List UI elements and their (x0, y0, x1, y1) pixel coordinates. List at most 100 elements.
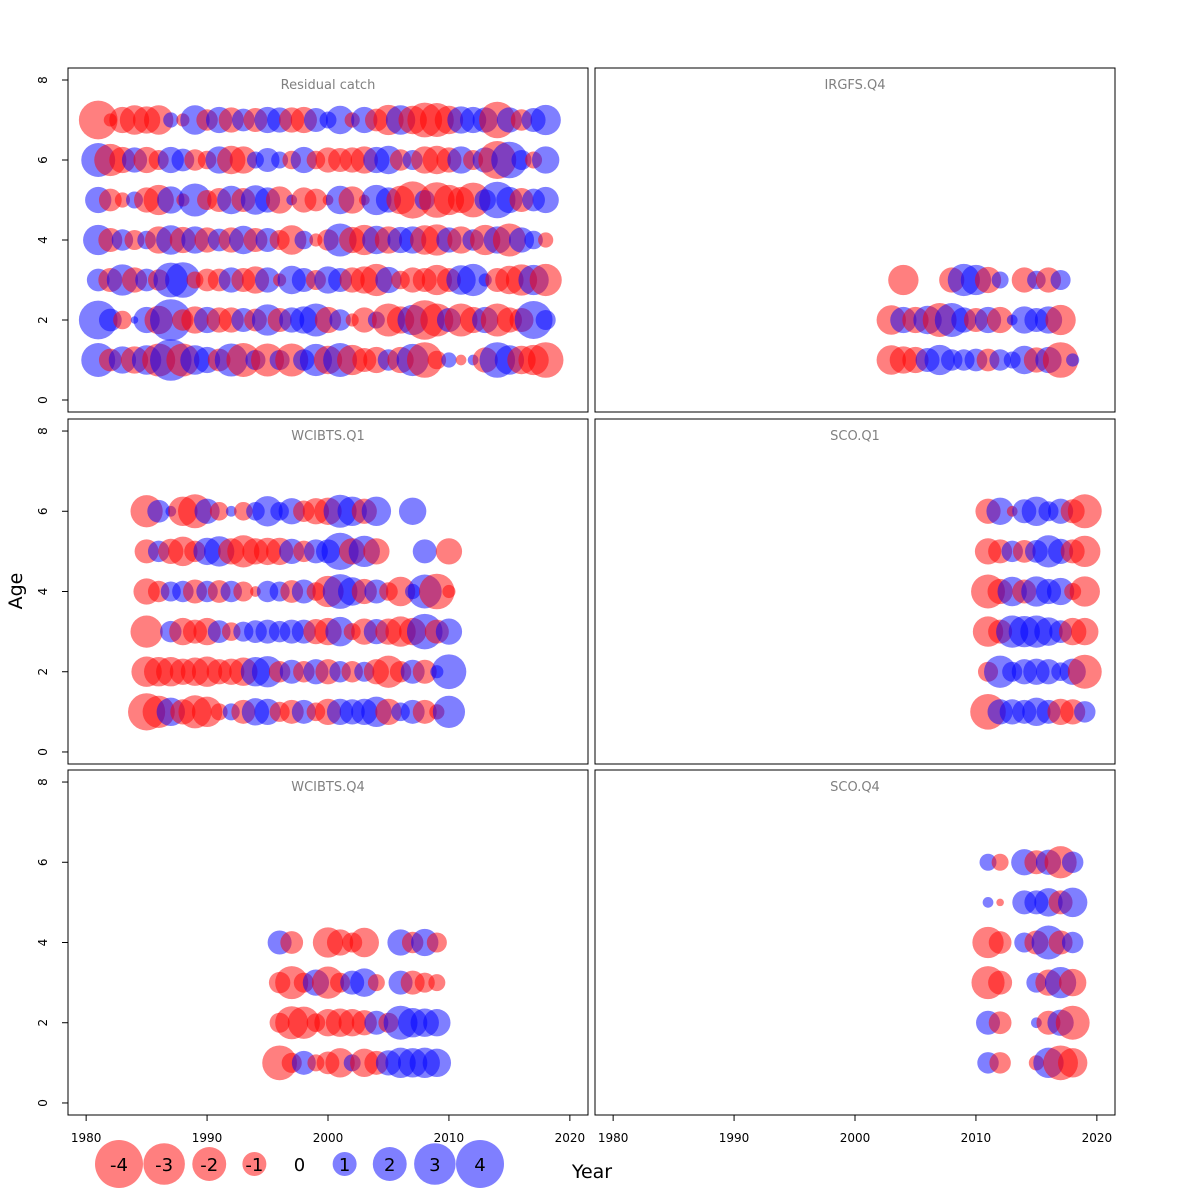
panel-wcibts-q1: WCIBTS.Q1 (67, 418, 589, 765)
legend-bubble (192, 1147, 227, 1181)
bubble-2017-age-2 (1045, 304, 1076, 336)
panel-title: WCIBTS.Q4 (291, 780, 365, 795)
y-tick-label: 0 (36, 748, 50, 756)
bubbles (876, 263, 1080, 378)
bubble-2018-age-5 (532, 186, 559, 214)
legend-item: 0 (294, 1155, 305, 1176)
y-axis: 0 2 4 6 8 (36, 76, 69, 404)
bubble-2012-age-2 (986, 306, 1014, 334)
legend-item: 2 (372, 1147, 407, 1181)
bubble-2010-age-1 (432, 695, 466, 728)
panel-sco-q1: SCO.Q1 (594, 418, 1116, 765)
bubble-2012-age-6 (986, 497, 1014, 525)
bubble-2018-age-3 (1058, 968, 1087, 997)
bubble-1999-age-5 (304, 188, 328, 212)
bubbles (971, 846, 1090, 1081)
bubble-1996-age-5 (265, 186, 294, 214)
bubble-2010-age-1 (441, 352, 457, 368)
legend-item: -4 (95, 1140, 143, 1188)
legend-bubble (372, 1147, 407, 1181)
x-axis: 1980 1990 2000 2010 2020 (598, 1114, 1113, 1145)
legend-bubble (414, 1143, 456, 1185)
bubble-2004-age-3 (367, 974, 385, 992)
y-tick-label: 4 (36, 588, 50, 596)
bubble-2011-age-5 (982, 897, 994, 908)
y-tick-label: 6 (36, 507, 50, 515)
bubbles (78, 100, 564, 381)
bubble-2012-age-6 (991, 853, 1009, 871)
bubble-2019-age-5 (1069, 535, 1101, 568)
y-tick-label: 0 (36, 1099, 50, 1107)
bubble-1983-age-5 (114, 192, 131, 208)
panel-wcibts-q4: WCIBTS.Q4 (67, 769, 589, 1116)
y-tick-label: 0 (36, 396, 50, 404)
panel-title: Residual catch (281, 78, 376, 93)
bubble-2001-age-3 (325, 616, 355, 647)
bubble-2009-age-3 (428, 974, 446, 992)
bubble-2006-age-4 (385, 576, 416, 607)
x-tick-label: 1980 (71, 1131, 102, 1145)
bubble-2001-age-1 (325, 1048, 355, 1078)
bubble-1991-age-1 (210, 703, 228, 721)
bubble-2009-age-4 (419, 573, 455, 610)
bubble-1987-age-7 (163, 112, 179, 128)
y-tick-label: 2 (36, 668, 50, 676)
bubble-2012-age-1 (989, 1052, 1011, 1074)
bubble-1988-age-3 (165, 262, 201, 298)
bubble-2018-age-6 (1061, 851, 1084, 873)
panel-title: WCIBTS.Q1 (291, 429, 365, 444)
bubble-2018-age-1 (1057, 1048, 1088, 1078)
bubble-2004-age-3 (888, 264, 919, 296)
x-tick-label: 2000 (840, 1131, 871, 1145)
x-tick-label: 1990 (719, 1131, 750, 1145)
y-tick-label: 4 (36, 236, 50, 244)
bubble-1986-age-7 (143, 105, 174, 135)
y-tick-label: 8 (36, 778, 50, 786)
bubble-2007-age-6 (398, 497, 427, 525)
legend-item: 3 (414, 1143, 456, 1185)
bubble-1985-age-3 (130, 615, 163, 648)
bubble-2019-age-1 (1074, 701, 1096, 723)
x-tick-label: 2020 (1082, 1131, 1113, 1145)
bubble-2010-age-2 (431, 654, 467, 690)
y-tick-label: 2 (36, 316, 50, 324)
legend-item: 4 (456, 1140, 504, 1188)
bubble-2004-age-6 (361, 496, 392, 526)
bubble-1999-age-7 (303, 108, 328, 132)
panel-title: IRGFS.Q4 (824, 78, 885, 93)
x-tick-label: 2010 (434, 1131, 465, 1145)
bubble-1982-age-5 (98, 188, 122, 212)
panel-frame (594, 67, 1116, 413)
bubble-1991-age-6 (209, 501, 229, 521)
bubble-2012-age-3 (991, 271, 1009, 289)
bubble-1998-age-4 (294, 230, 314, 250)
bubble-2017-age-4 (524, 230, 543, 250)
x-tick-label: 1980 (598, 1131, 629, 1145)
bubble-2017-age-3 (1050, 269, 1071, 291)
bubble-2012-age-3 (988, 970, 1013, 995)
bubble-1983-age-2 (113, 310, 132, 330)
legend-item: -3 (143, 1143, 185, 1185)
legend-bubble (332, 1152, 357, 1176)
bubble-2018-age-2 (535, 309, 556, 331)
bubble-1995-age-6 (255, 148, 280, 172)
bubble-2018-age-4 (538, 232, 554, 248)
bubble-2003-age-4 (349, 927, 379, 958)
y-tick-label: 8 (36, 427, 50, 435)
bubble-2012-age-4 (988, 931, 1012, 954)
bubble-1995-age-3 (254, 267, 281, 293)
bubble-2018-age-7 (530, 104, 561, 136)
bubble-2019-age-2 (1067, 654, 1102, 689)
bubble-2011-age-6 (979, 853, 997, 871)
legend-label: -2 (200, 1155, 218, 1176)
y-tick-label: 6 (36, 858, 50, 866)
bubble-2011-age-3 (974, 266, 1002, 294)
bubble-1997-age-4 (280, 931, 304, 954)
panel-title: SCO.Q1 (830, 429, 880, 444)
legend-label: 1 (339, 1155, 350, 1176)
bubble-2018-age-3 (529, 263, 562, 297)
bubble-2019-age-6 (1067, 494, 1102, 529)
bubble-1987-age-5 (157, 186, 185, 214)
panel-title: SCO.Q4 (830, 780, 880, 795)
